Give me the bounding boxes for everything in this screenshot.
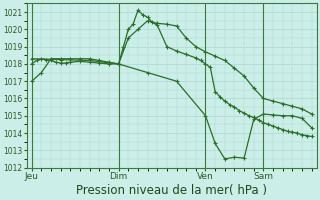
X-axis label: Pression niveau de la mer( hPa ): Pression niveau de la mer( hPa )	[76, 184, 267, 197]
